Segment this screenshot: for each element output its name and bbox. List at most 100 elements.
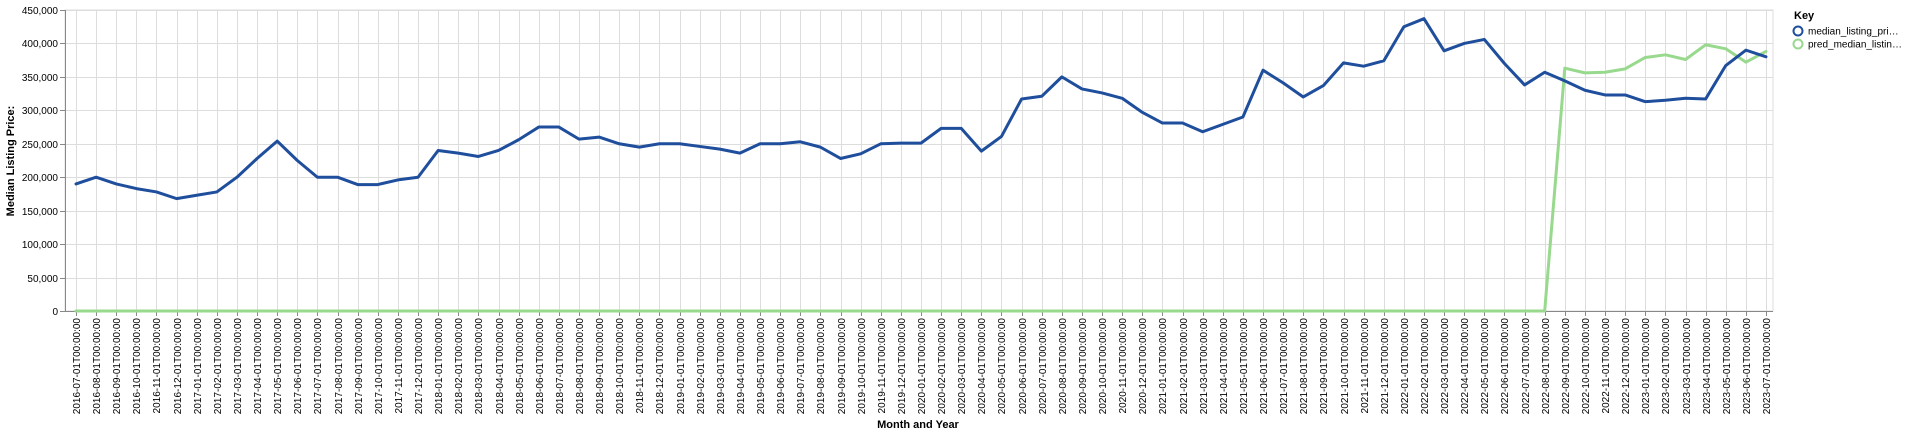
x-tick-label: 2019-12-01T00:00:00 bbox=[897, 318, 908, 415]
x-tick-label: 2021-09-01T00:00:00 bbox=[1319, 318, 1330, 415]
x-tick-label: 2018-09-01T00:00:00 bbox=[595, 318, 606, 415]
x-tick-label: 2021-02-01T00:00:00 bbox=[1179, 318, 1190, 415]
x-tick-label: 2020-01-01T00:00:00 bbox=[917, 318, 928, 415]
y-tick-label: 250,000 bbox=[22, 140, 59, 151]
x-tick-label: 2018-05-01T00:00:00 bbox=[515, 318, 526, 415]
x-tick-label: 2021-11-01T00:00:00 bbox=[1360, 318, 1371, 414]
x-tick-label: 2018-01-01T00:00:00 bbox=[434, 318, 445, 415]
x-tick-label: 2017-01-01T00:00:00 bbox=[193, 318, 204, 415]
x-tick-label: 2022-10-01T00:00:00 bbox=[1581, 318, 1592, 415]
x-tick-label: 2022-11-01T00:00:00 bbox=[1601, 318, 1612, 414]
y-axis-title: Median Listing Price: bbox=[5, 106, 17, 217]
y-tick-label: 0 bbox=[52, 307, 58, 318]
x-tick-label: 2018-04-01T00:00:00 bbox=[495, 318, 506, 415]
x-tick-label: 2020-12-01T00:00:00 bbox=[1138, 318, 1149, 415]
x-tick-label: 2019-08-01T00:00:00 bbox=[816, 318, 827, 415]
x-tick-label: 2021-01-01T00:00:00 bbox=[1158, 318, 1169, 415]
x-tick-label: 2023-04-01T00:00:00 bbox=[1702, 318, 1713, 415]
x-tick-label: 2022-07-01T00:00:00 bbox=[1521, 318, 1532, 415]
legend: Key median_listing_pri… pred_median_listi… bbox=[1792, 10, 1902, 51]
x-tick-label: 2021-08-01T00:00:00 bbox=[1299, 318, 1310, 415]
x-tick-label: 2022-05-01T00:00:00 bbox=[1480, 318, 1491, 415]
x-tick-label: 2018-07-01T00:00:00 bbox=[555, 318, 566, 415]
x-tick-label: 2020-09-01T00:00:00 bbox=[1078, 318, 1089, 415]
x-tick-label: 2016-12-01T00:00:00 bbox=[173, 318, 184, 415]
legend-items: median_listing_pri… pred_median_listin… bbox=[1792, 25, 1902, 51]
y-tick-label: 100,000 bbox=[22, 240, 59, 251]
x-tick-label: 2019-10-01T00:00:00 bbox=[857, 318, 868, 415]
x-tick-label: 2017-02-01T00:00:00 bbox=[213, 318, 224, 415]
x-tick-label: 2018-12-01T00:00:00 bbox=[655, 318, 666, 415]
x-tick-label: 2016-08-01T00:00:00 bbox=[92, 318, 103, 415]
x-axis-title: Month and Year bbox=[877, 419, 959, 431]
x-tick-label: 2016-07-01T00:00:00 bbox=[72, 318, 83, 415]
y-tick-label: 50,000 bbox=[27, 274, 58, 285]
x-tick-label: 2022-06-01T00:00:00 bbox=[1500, 318, 1511, 415]
x-tick-label: 2018-08-01T00:00:00 bbox=[575, 318, 586, 415]
plot-frame bbox=[64, 9, 1774, 312]
x-tick-label: 2019-03-01T00:00:00 bbox=[716, 318, 727, 415]
x-tick-label: 2017-07-01T00:00:00 bbox=[313, 318, 324, 415]
x-tick-label: 2022-02-01T00:00:00 bbox=[1420, 318, 1431, 415]
x-tick-label: 2017-05-01T00:00:00 bbox=[273, 318, 284, 415]
x-tick-label: 2021-04-01T00:00:00 bbox=[1219, 318, 1230, 415]
y-tick-label: 300,000 bbox=[22, 106, 59, 117]
x-tick-label: 2020-03-01T00:00:00 bbox=[957, 318, 968, 415]
x-tick-label: 2016-10-01T00:00:00 bbox=[132, 318, 143, 415]
x-tick-label: 2018-10-01T00:00:00 bbox=[615, 318, 626, 415]
x-tick-label: 2021-03-01T00:00:00 bbox=[1199, 318, 1210, 415]
y-tick-label: 150,000 bbox=[22, 207, 59, 218]
x-tick-label: 2021-05-01T00:00:00 bbox=[1239, 318, 1250, 415]
y-tick-label: 350,000 bbox=[22, 73, 59, 84]
x-tick-label: 2017-08-01T00:00:00 bbox=[334, 318, 345, 415]
x-tick-label: 2020-04-01T00:00:00 bbox=[977, 318, 988, 415]
x-tick-label: 2020-06-01T00:00:00 bbox=[1018, 318, 1029, 415]
y-axis: 0 50,000 100,000 150,000 200,000 250,000 300,0… bbox=[22, 6, 66, 318]
x-tick-label: 2017-11-01T00:00:00 bbox=[394, 318, 405, 414]
legend-label: median_listing_pri… bbox=[1808, 27, 1899, 38]
x-tick-label: 2023-07-01T00:00:00 bbox=[1762, 318, 1773, 415]
x-tick-label: 2023-05-01T00:00:00 bbox=[1722, 318, 1733, 415]
x-tick-label: 2019-05-01T00:00:00 bbox=[756, 318, 767, 415]
x-tick-label: 2018-02-01T00:00:00 bbox=[454, 318, 465, 415]
x-tick-label: 2019-11-01T00:00:00 bbox=[877, 318, 888, 414]
x-tick-label: 2018-11-01T00:00:00 bbox=[635, 318, 646, 414]
series-line-pred-median-listing-price bbox=[74, 43, 1768, 313]
x-tick-label: 2023-06-01T00:00:00 bbox=[1742, 318, 1753, 415]
x-tick-label: 2019-04-01T00:00:00 bbox=[736, 318, 747, 415]
x-tick-label: 2020-11-01T00:00:00 bbox=[1118, 318, 1129, 414]
x-tick-label: 2018-03-01T00:00:00 bbox=[474, 318, 485, 415]
x-tick-label: 2020-05-01T00:00:00 bbox=[997, 318, 1008, 415]
legend-title: Key bbox=[1794, 10, 1815, 22]
x-tick-label: 2017-12-01T00:00:00 bbox=[414, 318, 425, 415]
x-tick-label: 2021-06-01T00:00:00 bbox=[1259, 318, 1270, 415]
x-tick-label: 2022-04-01T00:00:00 bbox=[1460, 318, 1471, 415]
x-tick-label: 2016-09-01T00:00:00 bbox=[112, 318, 123, 415]
legend-label: pred_median_listin… bbox=[1808, 40, 1902, 51]
series-line-median-listing-price bbox=[74, 17, 1768, 201]
y-tick-label: 400,000 bbox=[22, 39, 59, 50]
gridlines bbox=[64, 9, 1774, 312]
x-tick-label: 2017-04-01T00:00:00 bbox=[253, 318, 264, 415]
x-tick-label: 2019-06-01T00:00:00 bbox=[776, 318, 787, 415]
x-tick-label: 2020-07-01T00:00:00 bbox=[1038, 318, 1049, 415]
x-tick-label: 2020-02-01T00:00:00 bbox=[937, 318, 948, 415]
x-tick-label: 2020-08-01T00:00:00 bbox=[1058, 318, 1069, 415]
x-tick-label: 2021-12-01T00:00:00 bbox=[1380, 318, 1391, 415]
x-tick-label: 2018-06-01T00:00:00 bbox=[535, 318, 546, 415]
x-tick-label: 2023-03-01T00:00:00 bbox=[1682, 318, 1693, 415]
x-tick-label: 2022-08-01T00:00:00 bbox=[1541, 318, 1552, 415]
x-tick-label: 2023-02-01T00:00:00 bbox=[1661, 318, 1672, 415]
x-tick-label: 2017-06-01T00:00:00 bbox=[293, 318, 304, 415]
x-tick-label: 2021-10-01T00:00:00 bbox=[1340, 318, 1351, 415]
x-tick-label: 2017-03-01T00:00:00 bbox=[233, 318, 244, 415]
y-tick-label: 200,000 bbox=[22, 173, 59, 184]
x-tick-label: 2022-03-01T00:00:00 bbox=[1440, 318, 1451, 415]
x-tick-label: 2021-07-01T00:00:00 bbox=[1279, 318, 1290, 415]
x-tick-label: 2020-10-01T00:00:00 bbox=[1098, 318, 1109, 415]
x-tick-label: 2017-10-01T00:00:00 bbox=[374, 318, 385, 415]
x-tick-label: 2022-12-01T00:00:00 bbox=[1621, 318, 1632, 415]
x-tick-label: 2019-01-01T00:00:00 bbox=[676, 318, 687, 415]
x-tick-label: 2017-09-01T00:00:00 bbox=[354, 318, 365, 415]
x-tick-label: 2016-11-01T00:00:00 bbox=[152, 318, 163, 414]
